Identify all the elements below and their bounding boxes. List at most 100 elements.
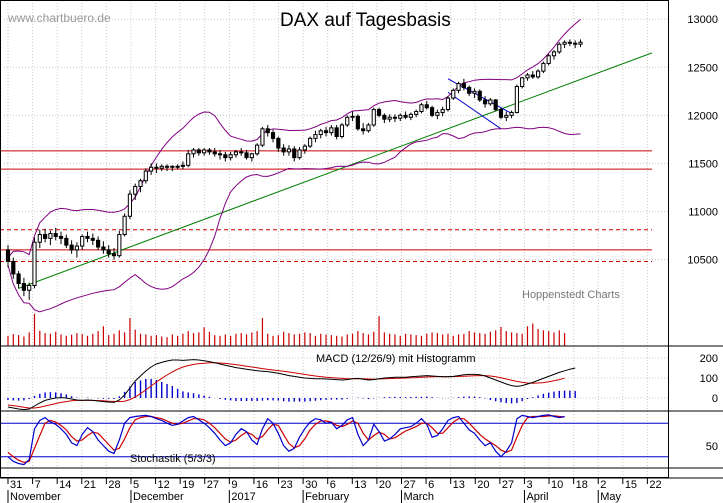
support-lines: [0, 150, 652, 262]
candle-body: [90, 237, 95, 241]
candle-body: [424, 104, 429, 109]
candle-body: [249, 153, 254, 159]
macd-axis-label: 200: [700, 353, 718, 365]
x-tick-label: 30: [305, 479, 317, 491]
candle-body: [286, 148, 292, 153]
price-axis-label: 10500: [687, 255, 718, 267]
candle-body: [255, 144, 260, 155]
candle-body: [514, 86, 519, 113]
source-label: Hoppenstedt Charts: [522, 289, 620, 301]
candle-body: [265, 128, 270, 134]
candle-body: [292, 148, 297, 159]
month-label: December: [133, 491, 184, 503]
candle-body: [32, 241, 37, 286]
candle-body: [429, 107, 435, 116]
candle-body: [96, 239, 101, 248]
candle-body: [461, 83, 466, 88]
candle-body: [318, 130, 323, 136]
candle-body: [551, 51, 557, 57]
candle-body: [546, 55, 551, 64]
x-tick-label: 20: [477, 479, 489, 491]
candle-body: [122, 215, 127, 236]
candle-body: [530, 74, 535, 78]
x-tick-label: 27: [403, 479, 415, 491]
candle-body: [69, 244, 74, 251]
candle-body: [509, 111, 514, 116]
candle-body: [376, 109, 382, 116]
x-tick-label: 5: [133, 479, 139, 491]
candle-body: [482, 99, 488, 105]
y-axis-labels: 13000 12500 12000 11500 11000 10500 200 100 0 50: [687, 14, 718, 453]
candle-body: [578, 41, 583, 45]
candle-body: [557, 43, 562, 53]
candle-body: [334, 127, 339, 137]
candle-body: [366, 124, 371, 132]
candle-body: [191, 149, 196, 155]
candle-body: [313, 134, 318, 139]
price-axis-label: 11500: [688, 158, 718, 170]
candle-body: [302, 145, 307, 151]
x-tick-label: 2: [600, 479, 606, 491]
candle-body: [270, 132, 276, 139]
candle-body: [233, 151, 239, 156]
candle-body: [345, 116, 350, 126]
x-tick-label: 27: [502, 479, 514, 491]
price-axis-label: 13000: [687, 14, 718, 26]
bollinger-bands: [7, 19, 581, 313]
stochastic-label: Stochastik (5/3/3): [130, 453, 216, 465]
candle-body: [207, 149, 212, 153]
x-tick-label: 7: [35, 479, 41, 491]
candle-body: [43, 234, 48, 239]
candle-body: [355, 115, 360, 130]
candle-body: [573, 42, 578, 45]
candle-body: [212, 151, 217, 155]
x-tick-label: 6: [330, 479, 336, 491]
plot-border: [0, 0, 669, 478]
candle-body: [350, 115, 355, 118]
candle-body: [143, 170, 148, 182]
x-tick-label: 16: [256, 479, 268, 491]
candle-body: [281, 147, 286, 153]
candle-body: [567, 41, 572, 44]
candle-body: [170, 165, 175, 168]
candle-body: [541, 62, 546, 72]
candle-body: [403, 114, 408, 118]
grid-lines: [4, 0, 668, 478]
candle-body: [16, 273, 21, 285]
macd-line: [7, 359, 576, 411]
month-label: November: [10, 491, 61, 503]
macd-axis-label: 100: [700, 373, 718, 385]
candle-body: [398, 114, 403, 119]
candle-body: [239, 151, 244, 154]
candle-body: [106, 249, 111, 255]
chart-frame: [0, 0, 723, 479]
candle-body: [133, 185, 138, 195]
price-axis-label: 12000: [687, 110, 718, 122]
x-tick-label: 10: [551, 479, 563, 491]
candle-body: [154, 166, 159, 169]
x-tick-label: 14: [59, 479, 71, 491]
x-tick-label: 27: [207, 479, 219, 491]
uptrend-line: [18, 52, 653, 289]
x-tick-label: 15: [625, 479, 637, 491]
candle-body: [260, 128, 265, 146]
candle-body: [164, 165, 170, 168]
month-label: 2017: [231, 491, 255, 503]
x-tick-label: 23: [281, 479, 293, 491]
candle-body: [217, 153, 223, 156]
candle-body: [53, 233, 58, 237]
macd-label: MACD (12/26/9) mit Histogramm: [316, 353, 476, 365]
macd-signal-line: [7, 362, 565, 409]
chart-title: DAX auf Tagesbasis: [280, 10, 451, 31]
candle-body: [419, 104, 424, 112]
candle-body: [562, 41, 567, 45]
candle-body: [85, 235, 90, 239]
candle-body: [111, 253, 117, 257]
candle-body: [456, 83, 461, 91]
stochastic-lines: [0, 414, 668, 466]
candle-body: [80, 235, 85, 247]
candle-body: [445, 97, 451, 111]
candle-body: [149, 166, 154, 172]
price-axis-label: 11000: [688, 206, 718, 218]
x-tick-label: 6: [428, 479, 434, 491]
